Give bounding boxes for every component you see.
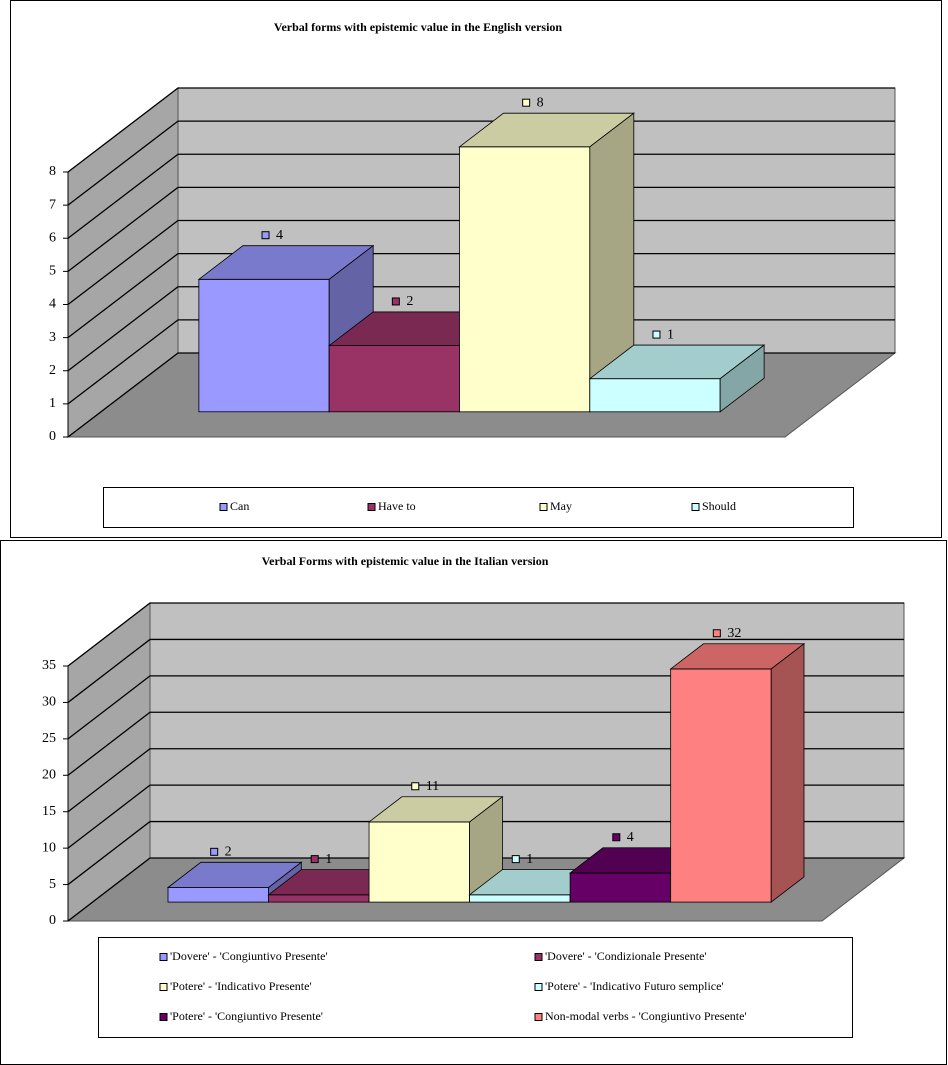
bar-front bbox=[368, 821, 471, 903]
y-tick-label: 15 bbox=[42, 804, 56, 819]
legend-label: Have to bbox=[378, 499, 416, 513]
grid-line bbox=[67, 319, 895, 405]
data-label: 32 bbox=[727, 626, 741, 641]
grid-line bbox=[67, 153, 895, 239]
y-tick-label: 5 bbox=[49, 264, 56, 279]
y-tick-label: 25 bbox=[42, 731, 56, 746]
data-label: 4 bbox=[627, 830, 634, 845]
y-tick-label: 3 bbox=[49, 330, 56, 345]
y-tick-label: 10 bbox=[42, 840, 56, 855]
legend-label: 'Potere' - 'Congiuntivo Presente' bbox=[170, 1009, 323, 1023]
data-label-marker bbox=[652, 330, 661, 339]
data-label-marker bbox=[612, 833, 621, 842]
chart-title: Verbal forms with epistemic value in the… bbox=[274, 20, 563, 34]
grid-line bbox=[67, 87, 895, 173]
legend-swatch bbox=[534, 953, 543, 961]
bar-front bbox=[589, 378, 721, 413]
grid-line bbox=[67, 186, 895, 272]
legend-swatch bbox=[159, 1013, 168, 1021]
grid-line bbox=[67, 711, 904, 776]
bar-side bbox=[770, 642, 805, 903]
chart-frame bbox=[10, 0, 942, 538]
y-tick-label: 2 bbox=[49, 363, 56, 378]
legend-swatch bbox=[691, 503, 700, 511]
grid-line bbox=[67, 820, 904, 886]
legend-label: May bbox=[550, 499, 572, 513]
bar-front bbox=[198, 278, 330, 413]
data-label: 2 bbox=[225, 845, 232, 860]
y-tick-label: 1 bbox=[49, 396, 56, 411]
data-label: 1 bbox=[667, 327, 674, 342]
y-tick-label: 6 bbox=[49, 230, 56, 245]
legend-label: 'Potere' - 'Indicativo Futuro semplice' bbox=[545, 979, 724, 993]
legend-swatch bbox=[159, 953, 168, 961]
y-tick-label: 0 bbox=[49, 913, 56, 928]
grid-line bbox=[67, 602, 904, 667]
y-tick-label: 4 bbox=[49, 297, 56, 312]
bar-side bbox=[719, 344, 765, 413]
grid-line bbox=[67, 784, 904, 849]
grid-line bbox=[67, 120, 895, 206]
legend-swatch bbox=[219, 503, 228, 511]
grid-line bbox=[67, 675, 904, 740]
grid-line bbox=[67, 219, 895, 306]
data-label: 2 bbox=[406, 294, 413, 309]
y-tick-label: 20 bbox=[42, 768, 56, 783]
bar-front bbox=[569, 872, 672, 903]
grid-line bbox=[67, 638, 904, 703]
legend-box bbox=[98, 937, 853, 1038]
data-label: 11 bbox=[426, 779, 439, 794]
bar-front bbox=[469, 894, 571, 903]
legend-swatch bbox=[539, 503, 548, 511]
data-label-marker bbox=[391, 297, 400, 306]
grid-line bbox=[67, 286, 895, 372]
data-label-marker bbox=[210, 847, 219, 856]
legend-label: 'Potere' - 'Indicativo Presente' bbox=[170, 979, 312, 993]
y-tick-label: 8 bbox=[49, 164, 56, 179]
y-tick-label: 0 bbox=[49, 429, 56, 444]
legend-box bbox=[103, 487, 854, 528]
y-tick-label: 35 bbox=[42, 658, 56, 673]
data-label-marker bbox=[511, 855, 520, 864]
legend-swatch bbox=[534, 1013, 543, 1021]
data-label-marker bbox=[261, 231, 270, 240]
chart-title: Verbal Forms with epistemic value in the… bbox=[262, 554, 549, 568]
bar-front bbox=[670, 668, 772, 903]
grid-line bbox=[67, 252, 895, 339]
legend-swatch bbox=[367, 503, 376, 511]
bar-front bbox=[167, 887, 269, 903]
y-tick-label: 30 bbox=[42, 695, 56, 710]
legend-swatch bbox=[534, 983, 543, 991]
bar-front bbox=[459, 146, 591, 413]
legend-label: 'Dovere' - 'Condizionale Presente' bbox=[545, 949, 707, 963]
bar-front bbox=[328, 345, 460, 413]
legend-label: Can bbox=[230, 499, 249, 513]
bar-front bbox=[268, 894, 370, 903]
data-label: 1 bbox=[526, 852, 533, 867]
data-label: 1 bbox=[325, 852, 332, 867]
legend-label: Non-modal verbs - 'Congiuntivo Presente' bbox=[545, 1009, 747, 1023]
legend-swatch bbox=[159, 983, 168, 991]
data-label-marker bbox=[522, 98, 531, 107]
y-tick-label: 7 bbox=[49, 197, 56, 212]
grid-line bbox=[67, 748, 904, 813]
legend-label: Should bbox=[702, 499, 736, 513]
y-tick-label: 5 bbox=[49, 877, 56, 892]
data-label-marker bbox=[712, 629, 721, 638]
legend-label: 'Dovere' - 'Congiuntivo Presente' bbox=[170, 949, 328, 963]
data-label-marker bbox=[411, 782, 420, 791]
data-label: 4 bbox=[276, 228, 283, 243]
data-label: 8 bbox=[537, 95, 544, 110]
data-label-marker bbox=[310, 855, 319, 864]
